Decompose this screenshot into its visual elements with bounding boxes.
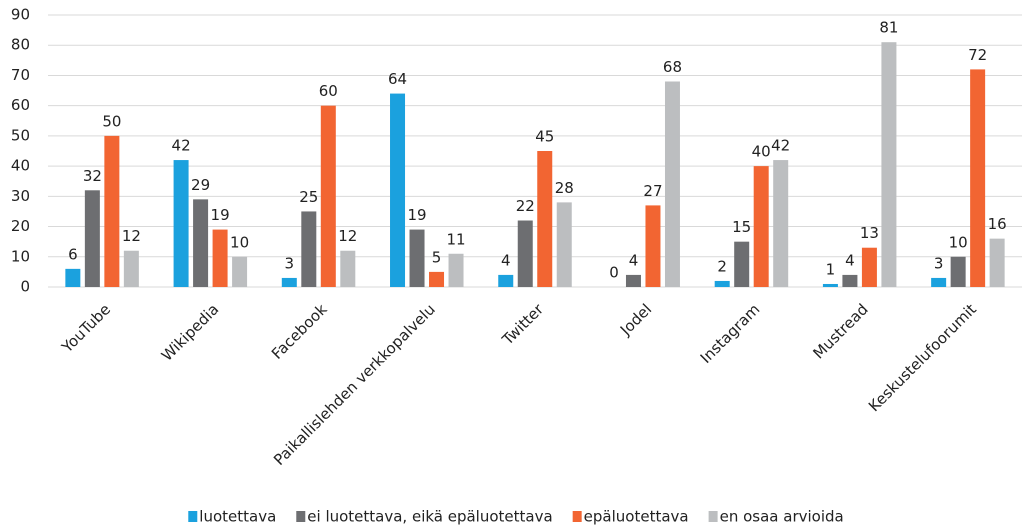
x-tick-label: Twitter (498, 300, 548, 350)
data-label: 10 (230, 233, 249, 251)
data-label: 0 (609, 264, 619, 282)
data-label: 2 (717, 257, 727, 275)
x-tick-label: Instagram (697, 300, 764, 367)
bar (734, 241, 750, 287)
data-label: 3 (934, 254, 944, 272)
legend-label: epäluotettava (584, 508, 689, 526)
bar (173, 160, 189, 287)
y-tick-label: 10 (11, 247, 30, 265)
bar (822, 283, 838, 287)
data-label: 50 (102, 112, 121, 130)
bar (753, 166, 769, 287)
x-tick-label: Jodel (616, 300, 655, 339)
bar (950, 256, 966, 287)
data-label: 32 (83, 167, 102, 185)
bar (281, 277, 297, 287)
bar (714, 280, 730, 287)
data-label: 81 (879, 19, 898, 37)
x-tick-label: Wikipedia (158, 300, 222, 364)
data-label: 42 (172, 137, 191, 155)
bar (320, 105, 336, 288)
bar (448, 253, 464, 287)
bar (340, 250, 356, 287)
bar (84, 190, 100, 287)
y-tick-label: 80 (11, 36, 30, 54)
legend-swatch (188, 511, 198, 522)
data-label: 1 (826, 260, 836, 278)
bar (65, 268, 81, 287)
y-tick-label: 60 (11, 96, 30, 114)
bar (517, 220, 533, 287)
bar (970, 69, 986, 288)
data-label: 4 (501, 251, 511, 269)
legend-label: luotettava (199, 508, 276, 526)
data-label: 60 (319, 82, 338, 100)
bar (664, 81, 680, 287)
y-tick-label: 0 (20, 278, 30, 296)
bar (429, 271, 445, 287)
legend-label: en osaa arvioida (720, 508, 844, 526)
bar (773, 160, 789, 287)
bar (537, 151, 553, 287)
data-label: 12 (122, 227, 141, 245)
data-label: 22 (516, 197, 535, 215)
data-label: 27 (643, 182, 662, 200)
data-label: 13 (860, 224, 879, 242)
bar (931, 277, 947, 287)
bar (104, 135, 120, 287)
x-tick-label: Keskustelufoorumit (865, 300, 980, 415)
data-label: 72 (968, 46, 987, 64)
data-label: 19 (211, 206, 230, 224)
x-tick-label: YouTube (58, 300, 115, 357)
bar (123, 250, 139, 287)
data-label: 3 (285, 254, 295, 272)
bar (232, 256, 248, 287)
y-tick-label: 90 (11, 6, 30, 24)
data-label: 4 (629, 251, 639, 269)
data-label: 4 (845, 251, 855, 269)
bar (409, 229, 425, 287)
data-label: 64 (388, 70, 407, 88)
data-label: 16 (988, 215, 1007, 233)
x-tick-label: Mustread (809, 300, 871, 362)
data-label: 68 (663, 58, 682, 76)
bar (842, 274, 858, 287)
legend-swatch (708, 511, 718, 522)
data-label: 42 (771, 137, 790, 155)
y-tick-label: 50 (11, 126, 30, 144)
legend: luotettava ei luotettava, eikä epäluotett… (188, 508, 844, 526)
data-label: 28 (555, 179, 574, 197)
legend-swatch (572, 511, 582, 522)
y-tick-label: 20 (11, 217, 30, 235)
bar (861, 247, 877, 287)
data-label: 11 (446, 230, 465, 248)
data-label: 12 (338, 227, 357, 245)
bar (645, 205, 661, 287)
bar (390, 93, 406, 287)
data-label: 45 (535, 128, 554, 146)
bar (498, 274, 514, 287)
legend-label: ei luotettava, eikä epäluotettava (307, 508, 552, 526)
bar (301, 211, 317, 287)
legend-swatch (296, 511, 306, 522)
data-label: 25 (299, 188, 318, 206)
y-tick-label: 40 (11, 157, 30, 175)
data-label: 5 (432, 248, 442, 266)
data-label: 6 (68, 245, 78, 263)
bar (625, 274, 641, 287)
x-tick-label: Facebook (268, 300, 331, 363)
data-label: 15 (732, 218, 751, 236)
bar (212, 229, 228, 287)
data-label: 19 (407, 206, 426, 224)
data-label: 10 (949, 233, 968, 251)
bar (989, 238, 1005, 287)
data-label: 40 (752, 143, 771, 161)
bar (881, 42, 897, 288)
bar (193, 199, 209, 287)
y-tick-label: 70 (11, 66, 30, 84)
bar (556, 202, 572, 287)
data-label: 29 (191, 176, 210, 194)
y-tick-label: 30 (11, 187, 30, 205)
